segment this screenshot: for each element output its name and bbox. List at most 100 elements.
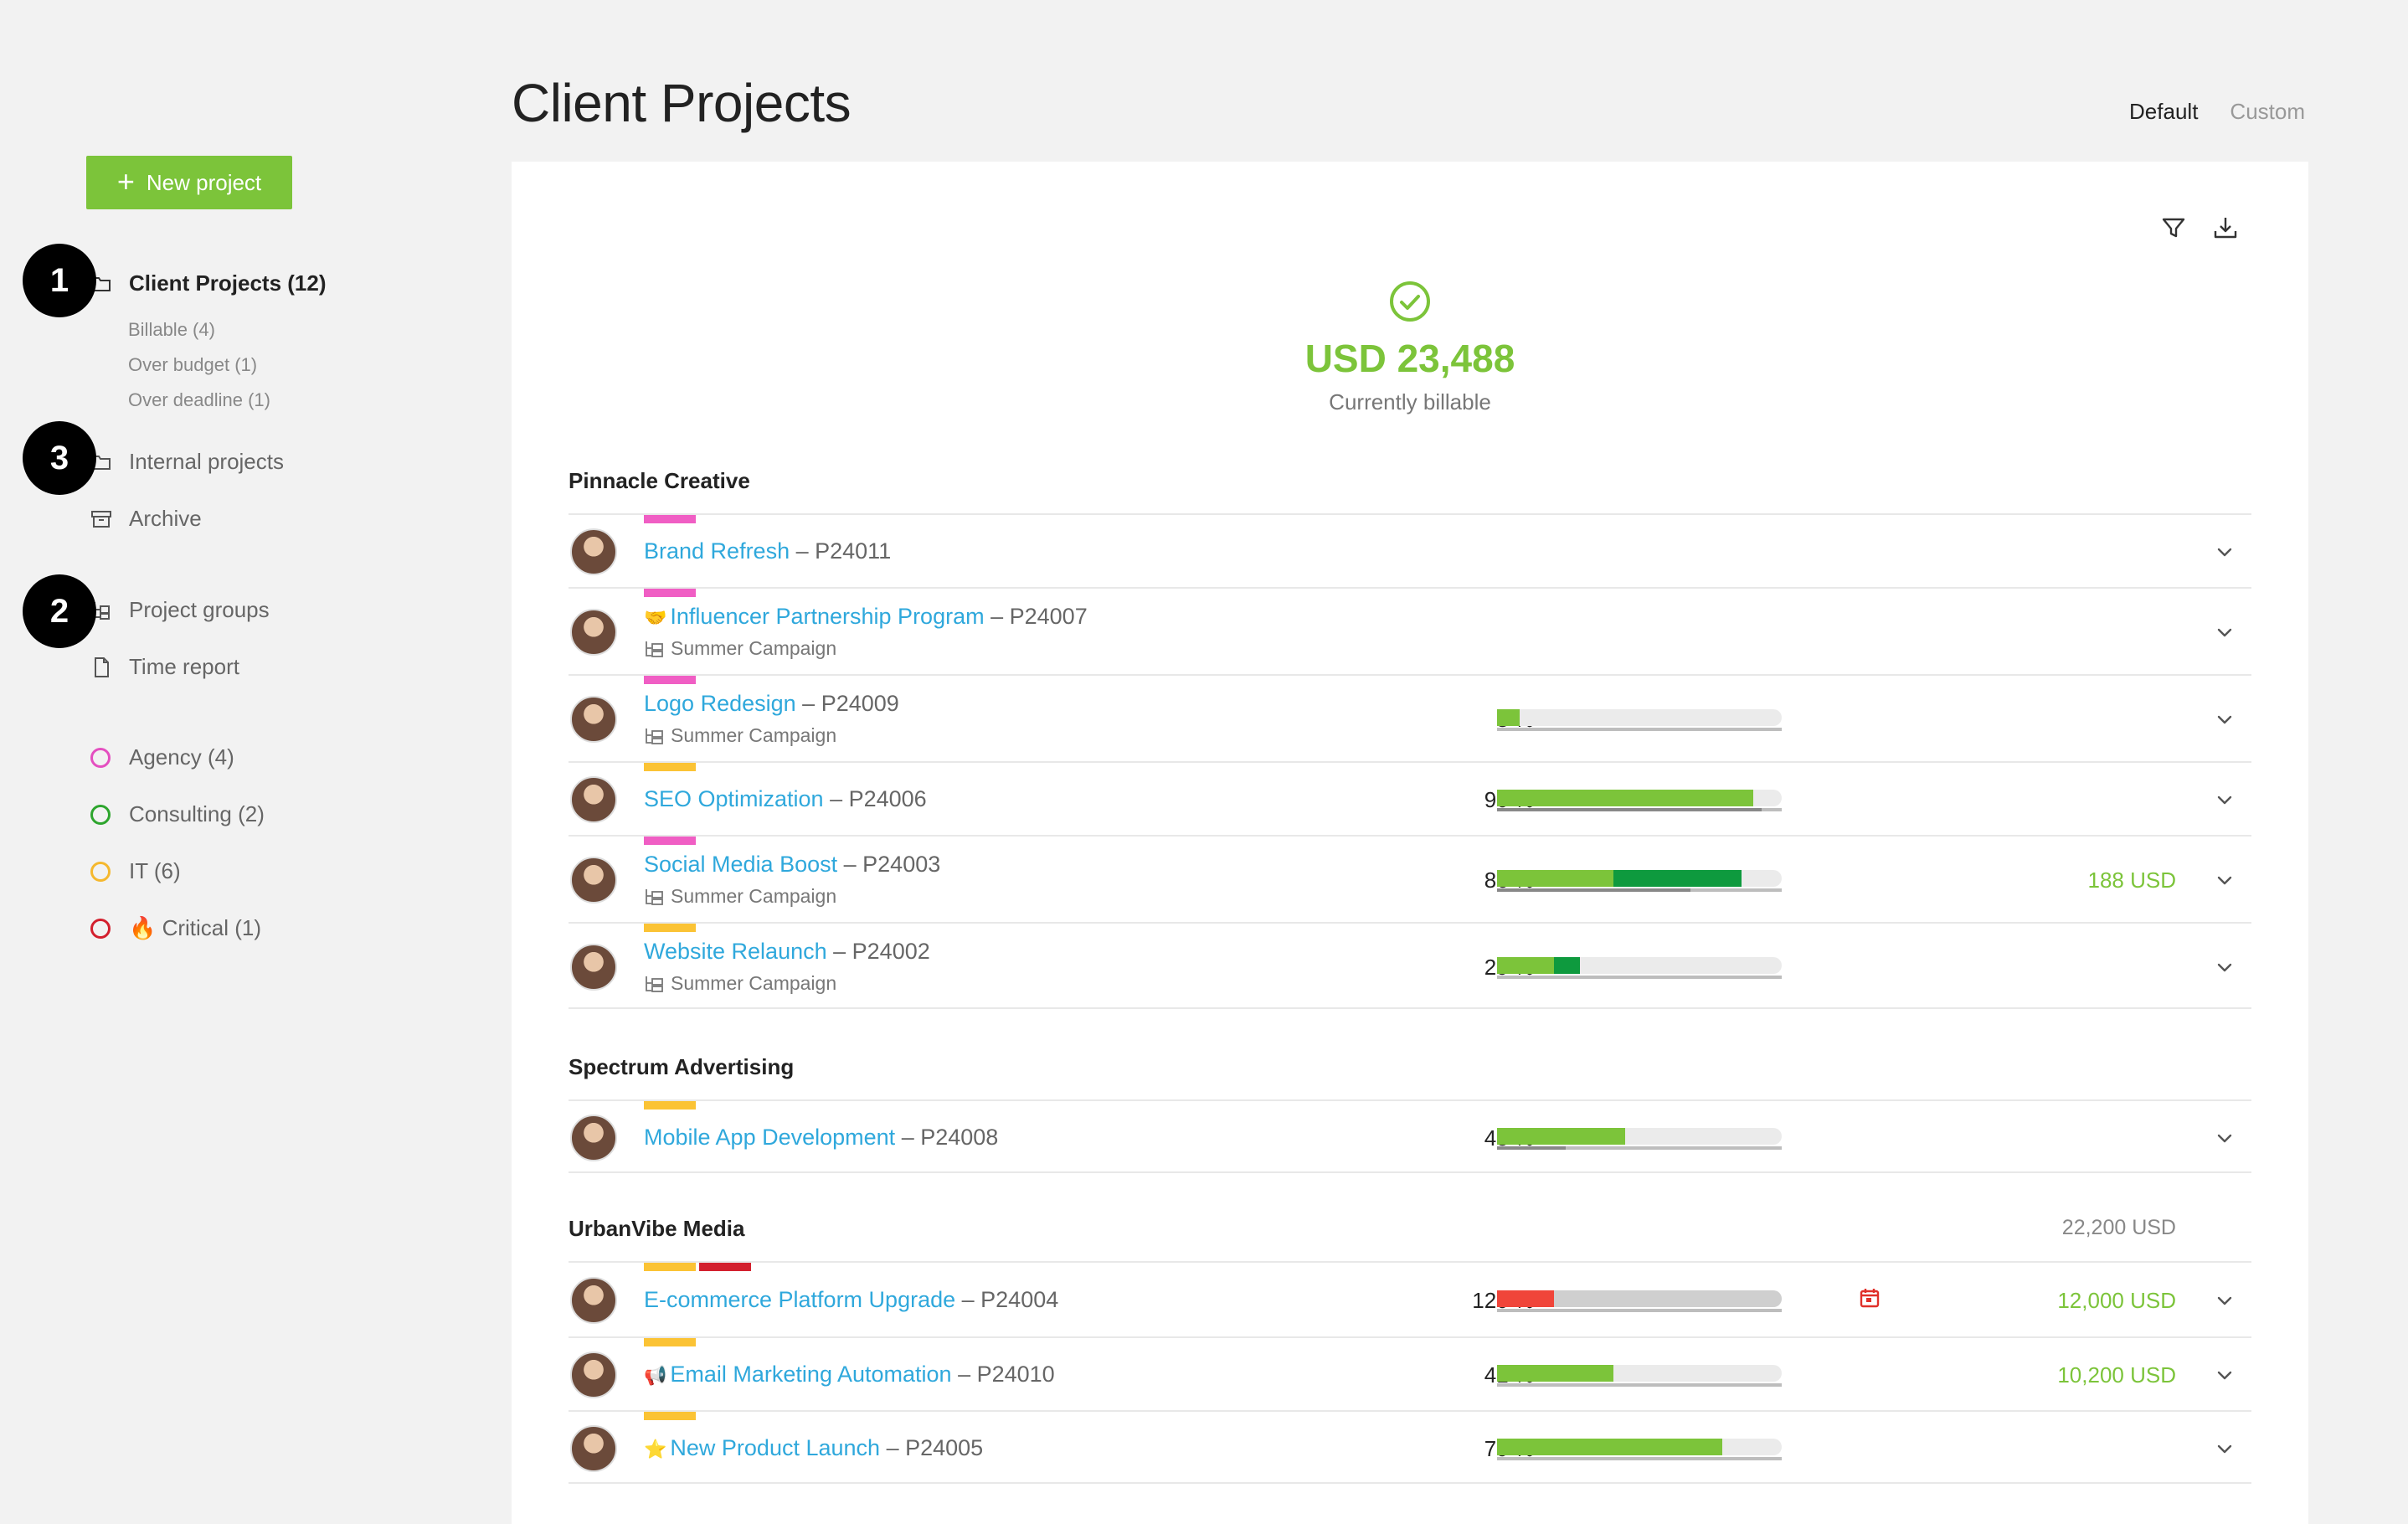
project-name-link[interactable]: Email Marketing Automation (670, 1362, 952, 1387)
project-title: ⭐ New Product Launch – P24005 (644, 1435, 983, 1461)
project-name-link[interactable]: Social Media Boost (644, 852, 838, 877)
chevron-down-icon[interactable] (2213, 540, 2236, 564)
sidebar-item-archive[interactable]: Archive (90, 506, 202, 532)
project-color-tags (644, 1412, 696, 1420)
bar-baseline (1497, 728, 1782, 731)
chevron-down-icon[interactable] (2213, 1437, 2236, 1460)
project-row[interactable]: Mobile App Development – P2400845 % (569, 1099, 2251, 1173)
project-code: – P24010 (958, 1362, 1055, 1387)
tag-filter-consulting[interactable]: Consulting (2) (90, 801, 265, 827)
chevron-down-icon[interactable] (2213, 1363, 2236, 1387)
color-tag (644, 924, 696, 932)
project-color-tags (644, 1263, 751, 1271)
tag-circle-icon (90, 861, 111, 882)
progress-bar (1497, 790, 1782, 811)
project-amount: 10,200 USD (2057, 1362, 2176, 1388)
bar-fill-billable (1554, 957, 1580, 974)
sidebar-item-label: Client Projects (12) (129, 270, 327, 296)
download-icon[interactable] (2211, 214, 2240, 242)
project-name-link[interactable]: SEO Optimization (644, 786, 824, 811)
project-group-label: Summer Campaign (644, 972, 836, 995)
new-project-label: New project (146, 169, 262, 195)
client-group-total: 22,200 USD (2061, 1216, 2176, 1239)
tag-label: Agency (4) (129, 744, 234, 770)
project-group-name: Summer Campaign (671, 724, 837, 746)
project-row[interactable]: SEO Optimization – P2400690 % (569, 761, 2251, 835)
project-code: – P24005 (886, 1435, 984, 1460)
project-title: Website Relaunch – P24002 (644, 939, 930, 965)
calendar-overdue-icon (1860, 1289, 1880, 1308)
callout-badge: 3 (23, 421, 96, 495)
project-name-link[interactable]: Website Relaunch (644, 939, 827, 964)
sidebar-subitem-over-budget[interactable]: Over budget (1) (128, 354, 258, 375)
tag-filter-agency[interactable]: Agency (4) (90, 744, 234, 770)
sidebar-item-client-projects[interactable]: Client Projects (12) (90, 270, 327, 296)
bar-time-elapsed (1497, 1146, 1566, 1150)
project-emoji: 🤝 (644, 607, 667, 628)
project-amount: 12,000 USD (2057, 1288, 2176, 1313)
new-project-button[interactable]: + New project (86, 156, 292, 209)
avatar (570, 609, 617, 656)
view-toggle: Default Custom (2129, 99, 2305, 125)
project-name-link[interactable]: E-commerce Platform Upgrade (644, 1287, 956, 1312)
tag-filter-it[interactable]: IT (6) (90, 858, 181, 884)
project-name-link[interactable]: Mobile App Development (644, 1125, 896, 1150)
bar-track (1497, 1365, 1782, 1382)
sidebar-item-internal-projects[interactable]: Internal projects (90, 449, 284, 475)
bar-track (1497, 790, 1782, 806)
view-custom-tab[interactable]: Custom (2230, 99, 2305, 124)
progress-bar (1497, 870, 1782, 892)
tag-filter-critical[interactable]: 🔥 Critical (1) (90, 915, 261, 941)
project-row[interactable]: E-commerce Platform Upgrade – P24004 120 … (569, 1261, 2251, 1336)
chevron-down-icon[interactable] (2213, 868, 2236, 892)
project-group-label: Summer Campaign (644, 637, 836, 660)
billable-caption: Currently billable (1329, 389, 1491, 414)
project-code: – P24011 (795, 538, 892, 564)
sidebar-item-project-groups[interactable]: Project groups (90, 597, 270, 623)
project-row[interactable]: Social Media Boost – P24003 Summer Campai… (569, 835, 2251, 922)
project-row[interactable]: ⭐New Product Launch – P2400579 % (569, 1410, 2251, 1484)
bar-fill (1554, 1290, 1782, 1307)
view-default-tab[interactable]: Default (2129, 99, 2199, 124)
chevron-down-icon[interactable] (2213, 708, 2236, 731)
project-group-name: Summer Campaign (671, 637, 837, 659)
sidebar-subitem-billable[interactable]: Billable (4) (128, 319, 215, 340)
avatar (570, 1425, 617, 1472)
sidebar-item-time-report[interactable]: Time report (90, 654, 239, 680)
project-title: SEO Optimization – P24006 (644, 786, 927, 812)
chevron-down-icon[interactable] (2213, 1289, 2236, 1312)
billable-summary: USD 23,488 Currently billable (512, 279, 2308, 415)
tag-label: 🔥 Critical (1) (129, 915, 262, 940)
bar-baseline (1497, 1383, 1782, 1387)
project-group-name: Summer Campaign (671, 885, 837, 907)
chevron-down-icon[interactable] (2213, 788, 2236, 811)
chevron-down-icon[interactable] (2213, 1126, 2236, 1150)
project-row[interactable]: 📢Email Marketing Automation – P2401041 %… (569, 1336, 2251, 1410)
project-groups-icon (644, 888, 666, 906)
project-row[interactable]: Brand Refresh – P24011 (569, 513, 2251, 587)
project-name-link[interactable]: New Product Launch (670, 1435, 881, 1460)
page-title: Client Projects (512, 73, 852, 133)
project-name-link[interactable]: Influencer Partnership Program (670, 604, 985, 629)
sidebar-subitem-over-deadline[interactable]: Over deadline (1) (128, 389, 270, 410)
project-color-tags (644, 515, 696, 523)
project-row[interactable]: 🤝 Influencer Partnership Program – P24007… (569, 587, 2251, 674)
project-row[interactable]: Website Relaunch – P24002 Summer Campaign… (569, 922, 2251, 1009)
avatar (570, 776, 617, 823)
bar-track (1497, 709, 1782, 726)
progress-bar (1497, 1128, 1782, 1150)
project-name-link[interactable]: Logo Redesign (644, 691, 796, 716)
project-name-link[interactable]: Brand Refresh (644, 538, 790, 564)
chevron-down-icon[interactable] (2213, 955, 2236, 979)
project-color-tags (644, 763, 696, 771)
project-color-tags (644, 589, 696, 597)
color-tag (644, 763, 696, 771)
plus-icon: + (116, 163, 135, 198)
filter-icon[interactable] (2159, 214, 2188, 242)
project-code: – P24006 (830, 786, 927, 811)
bar-fill (1497, 957, 1554, 974)
avatar (570, 696, 617, 743)
chevron-down-icon[interactable] (2213, 620, 2236, 644)
bar-time-elapsed (1497, 808, 1762, 811)
